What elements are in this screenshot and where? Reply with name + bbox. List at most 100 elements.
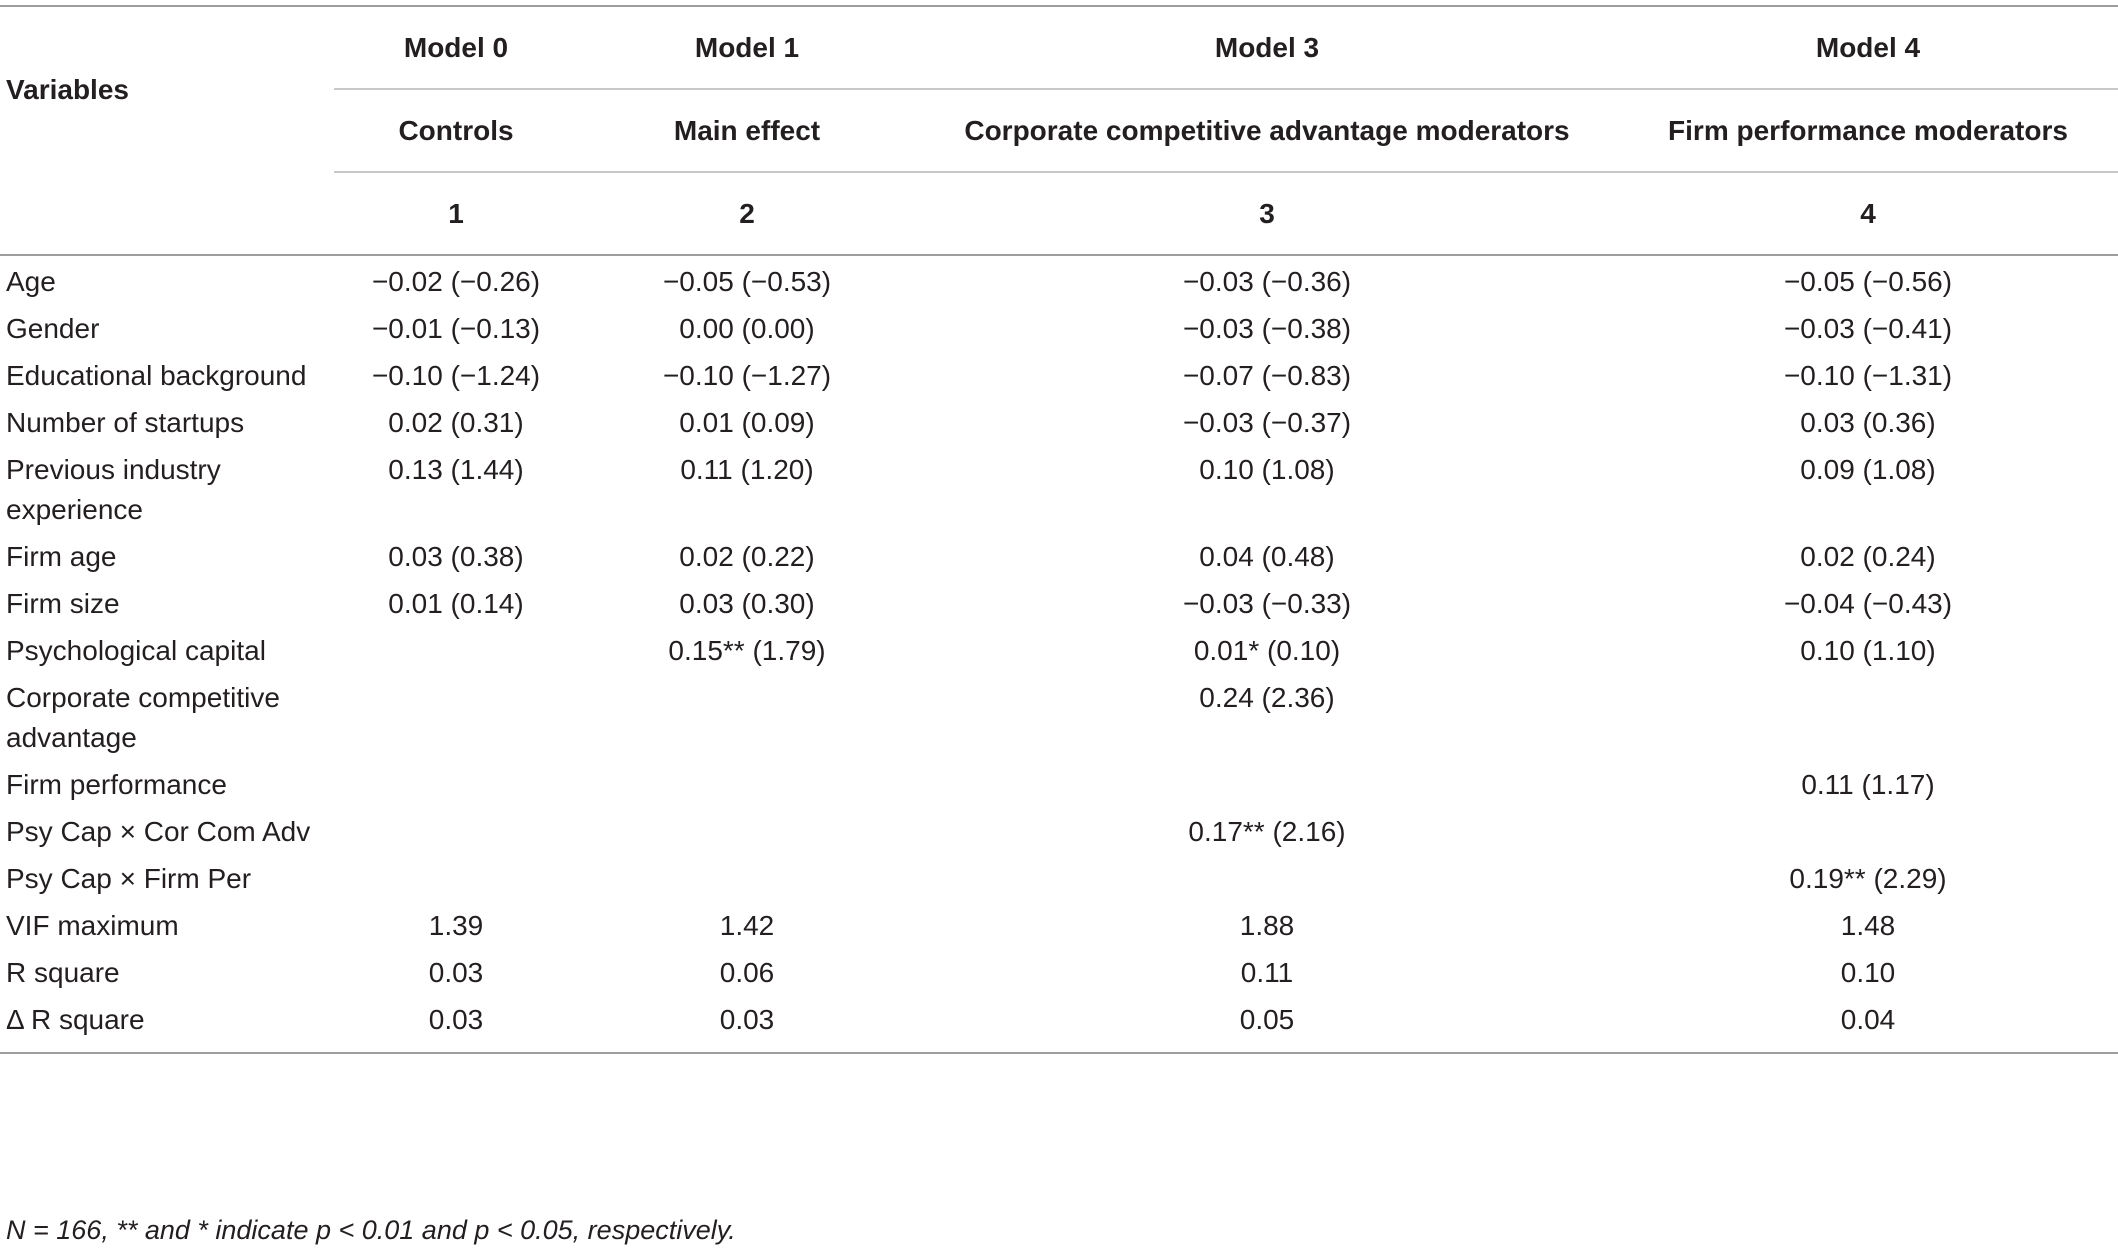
variable-name: Psychological capital <box>6 635 266 666</box>
header-row-model-numbers: 1 2 3 4 <box>0 172 2118 256</box>
model-4-value: 1.48 <box>1840 910 1896 941</box>
model-1-value: −0.05 (−0.53) <box>662 266 832 297</box>
model-3-subtitle: Corporate competitive advantage moderato… <box>916 89 1618 173</box>
variable-name: Firm performance <box>6 769 227 800</box>
model-3-value: 0.01* (0.10) <box>1193 635 1341 666</box>
model-3-name: Model 3 <box>916 5 1618 90</box>
variable-name: VIF maximum <box>6 910 179 941</box>
model-0-subtitle: Controls <box>334 89 578 173</box>
variable-name: Firm age <box>6 541 117 572</box>
variable-name: Previous industry experience <box>6 454 221 525</box>
model-4-value: 0.03 (0.36) <box>1800 407 1936 438</box>
model-3-value: 0.04 (0.48) <box>1199 541 1335 572</box>
variable-name: Gender <box>6 313 100 344</box>
model-0-value: 1.39 <box>428 910 484 941</box>
model-3-value <box>916 859 1618 906</box>
variable-name: R square <box>6 957 120 988</box>
table-row: Corporate competitive advantage 0.24 (2.3… <box>0 678 2118 765</box>
model-4-value <box>1618 812 2118 859</box>
model-0-value: 0.03 <box>334 1000 578 1054</box>
model-4-value: 0.09 (1.08) <box>1800 454 1936 485</box>
model-1-value: 0.06 <box>719 957 775 988</box>
model-4-value: 0.04 <box>1618 1000 2118 1054</box>
model-3-number: 3 <box>916 172 1618 256</box>
table-row: Educational background −0.10 (−1.24) −0.10… <box>0 356 2118 403</box>
model-4-value: −0.10 (−1.31) <box>1783 360 1953 391</box>
table-header: Variables Model 0 Model 1 Model 3 Model … <box>0 5 2118 256</box>
model-1-value <box>578 859 916 906</box>
model-1-value: 0.03 <box>578 1000 916 1054</box>
model-4-value: −0.05 (−0.56) <box>1783 266 1953 297</box>
model-1-number: 2 <box>578 172 916 256</box>
variable-name: Educational background <box>6 360 307 391</box>
model-4-value: −0.03 (−0.41) <box>1783 313 1953 344</box>
model-3-value: −0.03 (−0.38) <box>1182 313 1352 344</box>
model-4-value <box>1618 678 2118 765</box>
model-4-value: 0.10 (1.10) <box>1800 635 1936 666</box>
model-0-value: 0.03 <box>428 957 484 988</box>
model-0-number: 1 <box>334 172 578 256</box>
model-0-value: −0.01 (−0.13) <box>371 313 541 344</box>
model-1-value: 0.11 (1.20) <box>680 454 814 485</box>
variable-name: Psy Cap × Firm Per <box>6 863 252 894</box>
model-1-value: 1.42 <box>719 910 775 941</box>
model-4-value: 0.10 <box>1840 957 1896 988</box>
model-1-value: 0.00 (0.00) <box>679 313 815 344</box>
variable-name: Psy Cap × Cor Com Adv <box>6 816 311 847</box>
variables-header: Variables <box>0 5 334 172</box>
header-row-model-names: Variables Model 0 Model 1 Model 3 Model … <box>0 5 2118 172</box>
model-3-value: 0.24 (2.36) <box>1199 682 1335 713</box>
variables-header-blank <box>0 172 334 256</box>
model-0-value <box>334 631 578 678</box>
model-0-value <box>334 859 578 906</box>
table-row: Previous industry experience 0.13 (1.44) 0… <box>0 450 2118 537</box>
model-4-number: 4 <box>1618 172 2118 256</box>
model-1-value: 0.02 (0.22) <box>679 541 815 572</box>
model-4-name: Model 4 <box>1618 5 2118 90</box>
model-1-subtitle: Main effect <box>578 89 916 173</box>
model-3-value: 0.10 (1.08) <box>1199 454 1335 485</box>
model-4-value: 0.19** (2.29) <box>1789 863 1947 894</box>
model-1-value <box>578 812 916 859</box>
model-0-value: 0.13 (1.44) <box>388 454 524 485</box>
model-0-value: 0.02 (0.31) <box>388 407 524 438</box>
table-row: Firm size 0.01 (0.14) 0.03 (0.30) −0.03 (−0… <box>0 584 2118 631</box>
table-row: Number of startups 0.02 (0.31) 0.01 (0.09)… <box>0 403 2118 450</box>
model-3-value: −0.07 (−0.83) <box>1182 360 1352 391</box>
table-footnote: N = 166, ** and * indicate p < 0.01 and … <box>6 1215 736 1245</box>
model-4-value: −0.04 (−0.43) <box>1783 588 1953 619</box>
model-1-name: Model 1 <box>578 5 916 90</box>
model-3-value: 1.88 <box>1239 910 1295 941</box>
table-row: VIF maximum 1.39 1.42 1.88 1.48 <box>0 906 2118 953</box>
regression-table: Variables Model 0 Model 1 Model 3 Model … <box>0 5 2118 1054</box>
model-4-subtitle: Firm performance moderators <box>1618 89 2118 173</box>
model-3-value: −0.03 (−0.37) <box>1182 407 1352 438</box>
table-row: Psychological capital 0.15** (1.79) 0.01* … <box>0 631 2118 678</box>
table-row: R square 0.03 0.06 0.11 0.10 <box>0 953 2118 1000</box>
table-row: Δ R square 0.03 0.03 0.05 0.04 <box>0 1000 2118 1054</box>
model-0-value: −0.02 (−0.26) <box>371 266 541 297</box>
table-row: Firm age 0.03 (0.38) 0.02 (0.22) 0.04 (0.48… <box>0 537 2118 584</box>
model-1-value: 0.01 (0.09) <box>679 407 815 438</box>
model-3-value <box>916 765 1618 812</box>
model-3-value: −0.03 (−0.33) <box>1182 588 1352 619</box>
model-3-value: 0.05 <box>916 1000 1618 1054</box>
model-3-value: −0.03 (−0.36) <box>1182 266 1352 297</box>
model-1-value <box>578 765 916 812</box>
model-4-value: 0.02 (0.24) <box>1800 541 1936 572</box>
table-body: Age −0.02 (−0.26) −0.05 (−0.53) −0.03 (−0.3… <box>0 255 2118 1054</box>
model-0-value <box>334 812 578 859</box>
model-1-value: 0.15** (1.79) <box>668 635 826 666</box>
table-row: Psy Cap × Firm Per 0.19** (2.29) <box>0 859 2118 906</box>
model-4-value: 0.11 (1.17) <box>1801 769 1935 800</box>
model-0-name: Model 0 <box>334 5 578 90</box>
variable-name: Age <box>6 266 56 297</box>
table-row: Gender −0.01 (−0.13) 0.00 (0.00) −0.03 (−0.… <box>0 309 2118 356</box>
model-0-value <box>334 765 578 812</box>
model-0-value: 0.01 (0.14) <box>388 588 524 619</box>
model-0-value <box>334 678 578 765</box>
model-1-value <box>578 678 916 765</box>
model-3-value: 0.11 <box>1240 957 1294 988</box>
variable-name: Corporate competitive advantage <box>6 682 280 753</box>
